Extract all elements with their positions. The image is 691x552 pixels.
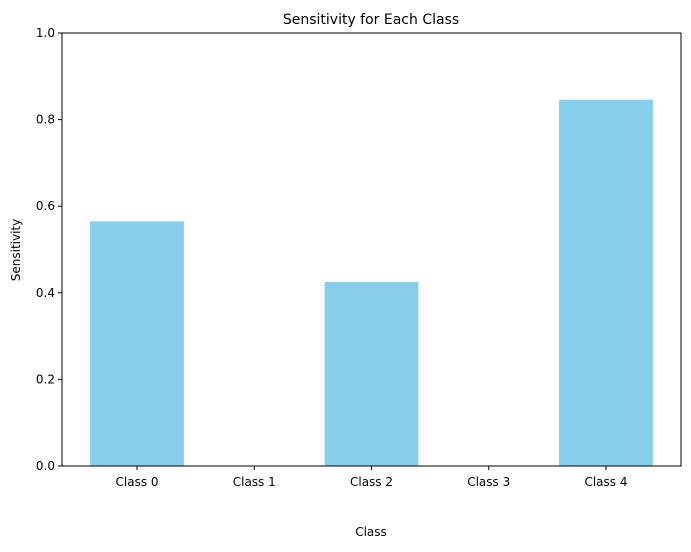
y-axis-label: Sensitivity — [9, 219, 23, 281]
bars-layer — [90, 99, 653, 466]
y-tick-label: 1.0 — [36, 26, 55, 40]
x-axis-label: Class — [355, 525, 387, 539]
x-tick-label: Class 3 — [467, 475, 510, 489]
y-tick-label: 0.2 — [36, 372, 55, 386]
y-tick-label: 0.8 — [36, 113, 55, 127]
x-tick-label: Class 4 — [584, 475, 627, 489]
y-axis: 0.0 0.2 0.4 0.6 0.8 1.0 — [36, 26, 62, 473]
bar-class-4 — [559, 99, 653, 466]
bar-class-0 — [90, 221, 184, 466]
x-tick-label: Class 0 — [116, 475, 159, 489]
y-tick-label: 0.0 — [36, 459, 55, 473]
x-tick-label: Class 1 — [233, 475, 276, 489]
y-tick-label: 0.4 — [36, 286, 55, 300]
chart-title: Sensitivity for Each Class — [283, 12, 459, 28]
x-axis: Class 0 Class 1 Class 2 Class 3 Class 4 — [116, 466, 627, 489]
y-tick-label: 0.6 — [36, 199, 55, 213]
bar-class-2 — [324, 281, 419, 466]
x-tick-label: Class 2 — [350, 475, 393, 489]
